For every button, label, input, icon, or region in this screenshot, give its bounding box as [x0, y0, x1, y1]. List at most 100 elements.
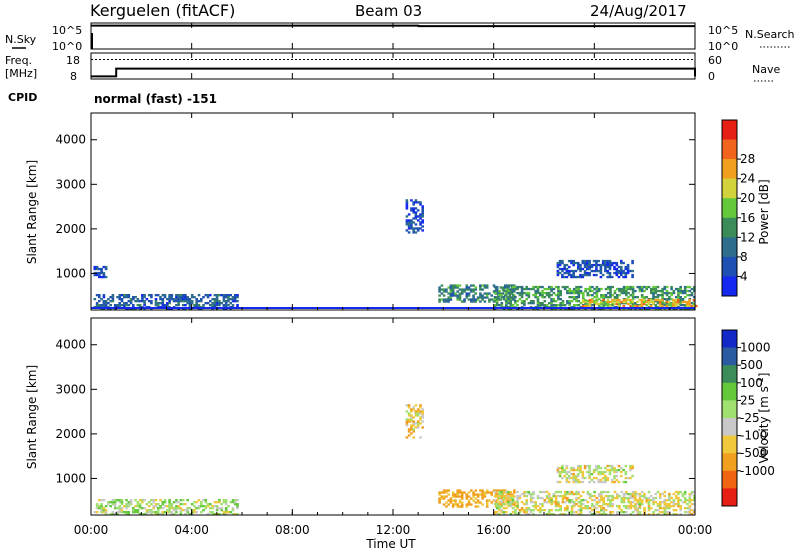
echo-cell [620, 470, 623, 474]
echo-cell [104, 300, 108, 303]
echo-cell [686, 507, 689, 510]
echo-cell [123, 302, 126, 305]
echo-cell [579, 480, 582, 484]
echo-cell [570, 507, 574, 510]
echo-cell [554, 496, 558, 500]
echo-cell [613, 296, 617, 299]
y-tick-label: 4000 [55, 338, 86, 352]
echo-cell [154, 503, 158, 506]
echo-cell [679, 296, 682, 299]
echo-cell [674, 308, 678, 311]
echo-cell [638, 505, 642, 508]
echo-cell [577, 275, 580, 279]
echo-cell [663, 509, 667, 512]
echo-cell [141, 294, 144, 297]
echo-cell [527, 296, 531, 299]
echo-cell [582, 499, 585, 502]
echo-cell [209, 503, 212, 506]
echo-cell [442, 288, 446, 291]
echo-cell [419, 404, 422, 407]
echo-cell [410, 223, 413, 226]
echo-cell [414, 215, 418, 218]
echo-cell [663, 287, 667, 291]
echo-cell [622, 271, 625, 275]
echo-cell [584, 300, 587, 304]
echo-cell [202, 304, 205, 307]
echo-cell [231, 304, 235, 307]
echo-cell [640, 499, 644, 502]
echo-cell [643, 494, 646, 498]
echo-cell [568, 296, 571, 299]
echo-cell [627, 496, 630, 500]
echo-cell [529, 302, 533, 305]
echo-cell [584, 308, 587, 311]
echo-cell [584, 289, 587, 293]
echo-cell [543, 291, 547, 295]
echo-cell [481, 493, 484, 496]
echo-cell [668, 503, 671, 506]
echo-cell [163, 505, 167, 508]
echo-cell [156, 507, 160, 510]
echo-cell [498, 509, 501, 512]
nsky-tick-bottom: 10^0 [52, 40, 82, 53]
echo-cell [545, 501, 549, 504]
echo-cell [665, 511, 669, 514]
echo-cell [557, 490, 560, 494]
echo-cell [539, 304, 542, 307]
echo-cell [421, 209, 424, 212]
echo-cell [636, 503, 639, 506]
echo-cell [624, 275, 628, 279]
echo-cell [520, 291, 524, 295]
echo-cell [606, 296, 610, 299]
echo-cell [407, 418, 411, 421]
echo-cell [600, 505, 603, 508]
echo-cell [145, 513, 149, 516]
echo-cell [414, 414, 418, 417]
echo-cell [604, 261, 607, 265]
echo-cell [104, 267, 108, 271]
echo-cell [656, 285, 660, 289]
colorbar-swatch [722, 120, 737, 140]
echo-cell [442, 495, 446, 498]
echo-cell [638, 496, 642, 500]
echo-cell [498, 494, 501, 498]
echo-cell [449, 294, 453, 297]
echo-cell [495, 511, 499, 514]
echo-cell [601, 480, 605, 484]
echo-cell [563, 271, 566, 275]
echo-cell [579, 501, 583, 504]
echo-cell [138, 304, 142, 307]
echo-cell [509, 496, 513, 500]
colorbar-swatch [722, 470, 737, 489]
echo-cell [618, 300, 621, 304]
echo-cell [629, 505, 633, 508]
echo-cell [640, 298, 644, 302]
echo-cell [627, 308, 630, 311]
echo-cell [599, 263, 603, 267]
echo-cell [685, 300, 689, 304]
echo-cell [663, 501, 667, 504]
echo-cell [613, 261, 616, 265]
echo-cell [442, 489, 446, 492]
echo-cell [514, 287, 517, 291]
echo-cell [177, 507, 180, 510]
echo-cell [566, 308, 569, 311]
echo-cell [629, 476, 632, 480]
echo-cell [507, 496, 510, 500]
echo-cell [656, 505, 660, 508]
echo-cell [509, 304, 513, 307]
echo-cell [588, 300, 592, 304]
echo-cell [104, 302, 108, 305]
echo-cell [536, 298, 540, 301]
echo-cell [611, 494, 614, 498]
echo-cell [227, 294, 230, 297]
echo-cell [566, 509, 569, 512]
echo-cell [449, 298, 453, 301]
echo-cell [474, 497, 478, 500]
echo-cell [414, 207, 418, 210]
echo-cell [224, 507, 228, 510]
echo-cell [690, 492, 694, 496]
echo-cell [654, 291, 658, 295]
echo-cell [534, 507, 537, 510]
echo-cell [652, 285, 655, 289]
